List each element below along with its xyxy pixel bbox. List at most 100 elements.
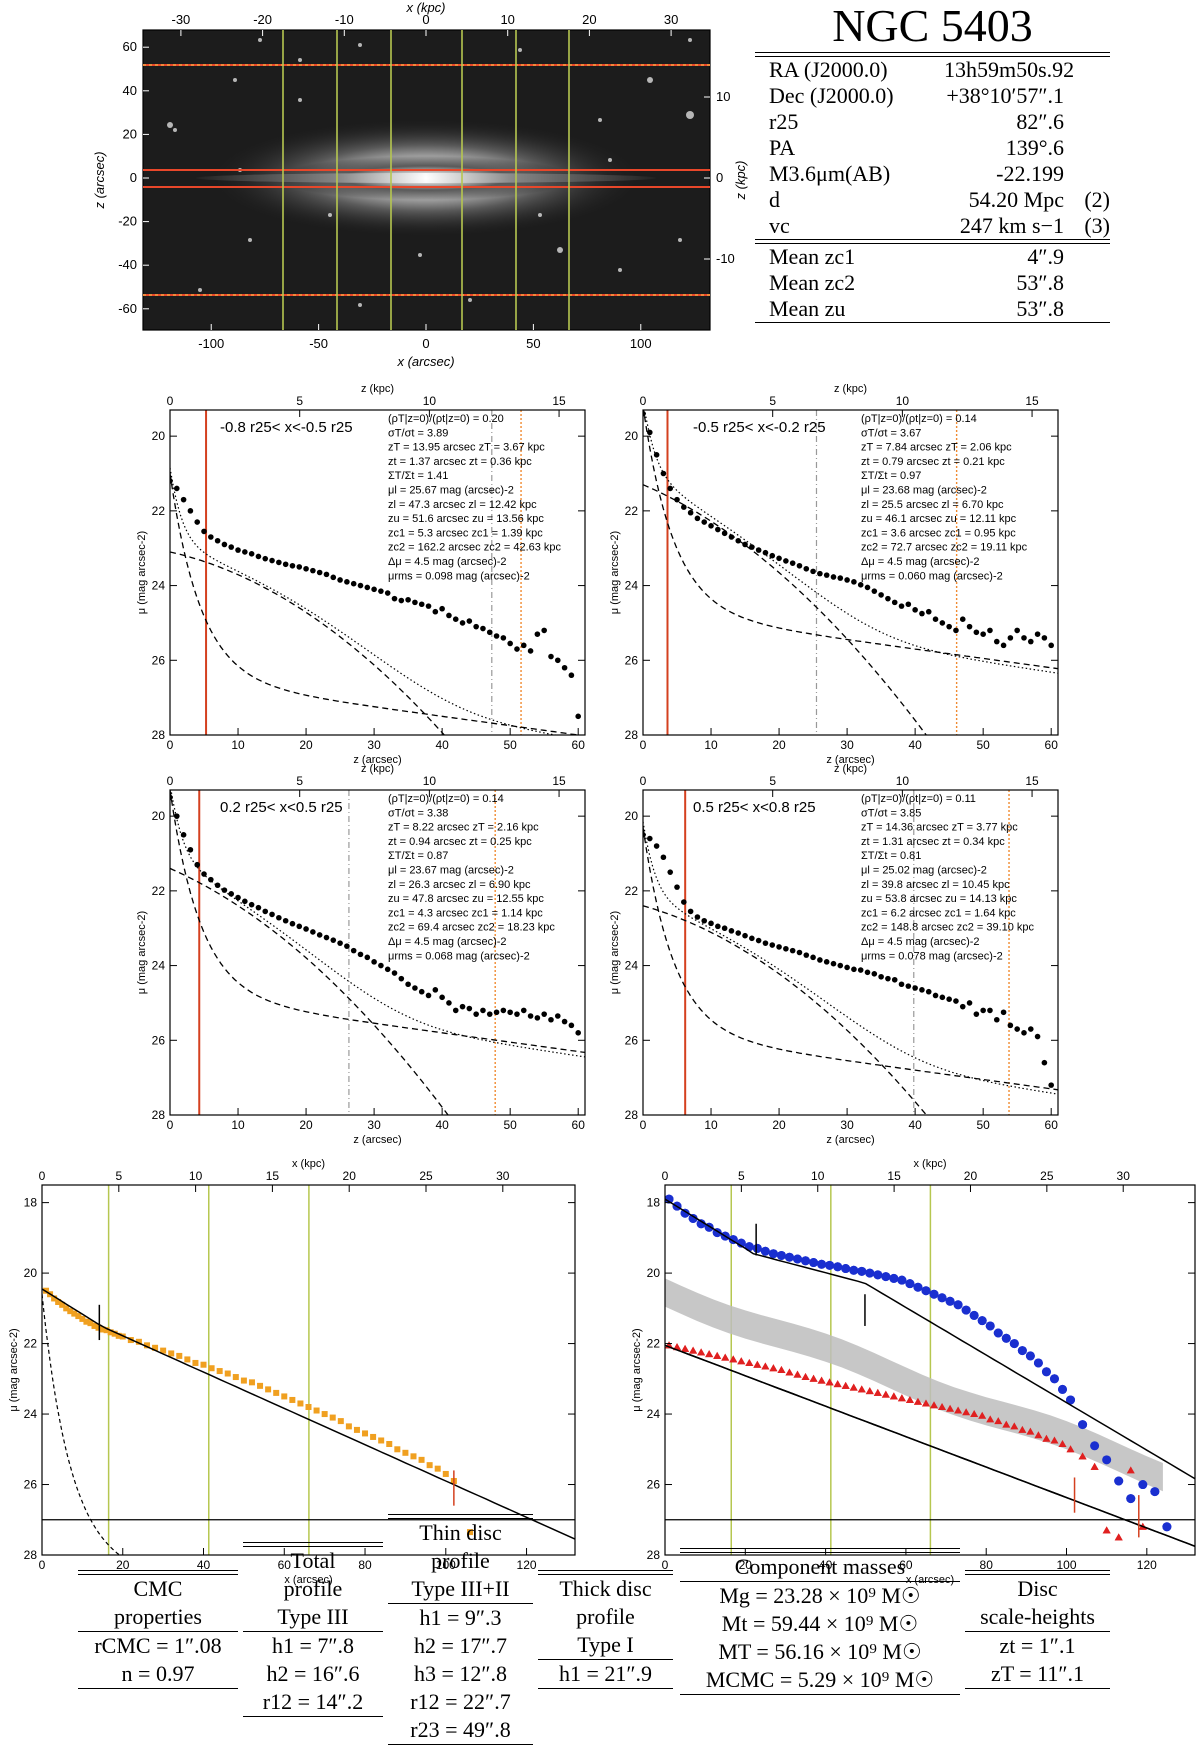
table-heading: Disc: [1017, 1576, 1058, 1601]
data-point: [214, 537, 221, 544]
y-axis-label: μ (mag arcsec-2): [609, 911, 621, 994]
data-point: [823, 572, 830, 578]
x-tick-label: 40: [908, 1118, 922, 1132]
table-cell: rCMC = 1″.08: [94, 1633, 222, 1658]
fit-statistic: zT = 13.95 arcsec zT = 3.67 kpc: [388, 442, 545, 454]
data-point: [281, 1393, 288, 1400]
data-point: [871, 970, 878, 977]
data-point: [1066, 1445, 1075, 1453]
data-point: [937, 1293, 947, 1303]
data-point: [844, 577, 850, 583]
data-point: [350, 580, 357, 587]
param-note: [1064, 57, 1110, 83]
data-point: [170, 478, 173, 484]
y-tick-label: 26: [24, 1478, 38, 1492]
table-total: Total profile Type III h1 = 7″.8 h2 = 16″.6 r…: [243, 1542, 383, 1717]
data-point: [554, 657, 561, 664]
data-point: [208, 1365, 215, 1372]
table-heading: profile: [576, 1604, 635, 1629]
data-point: [970, 1410, 979, 1418]
data-point: [1042, 1434, 1051, 1442]
data-point: [946, 996, 952, 1002]
data-point: [993, 1328, 1003, 1338]
data-point: [946, 623, 952, 630]
data-point: [282, 917, 289, 924]
x-tick-label: 0: [39, 1558, 46, 1572]
data-point: [837, 962, 844, 969]
x2-tick-label: -20: [253, 12, 272, 27]
thin-disc-model: [643, 410, 1058, 670]
param-key: vc: [769, 213, 790, 238]
table-rule: [388, 1514, 533, 1519]
x2-tick-label: 0: [640, 774, 647, 788]
data-point: [1114, 1533, 1123, 1541]
data-point: [480, 1007, 486, 1014]
data-point: [1041, 635, 1048, 641]
mean-row: Mean zc2 53″.8: [755, 270, 1110, 296]
y-tick-label: 22: [625, 504, 639, 518]
data-point: [857, 582, 864, 588]
x-tick-label: 20: [772, 738, 786, 752]
data-point: [932, 616, 939, 622]
data-point: [168, 1350, 175, 1357]
data-point: [742, 932, 748, 939]
fit-statistic: zt = 0.79 arcsec zt = 0.21 kpc: [861, 456, 1005, 468]
table-masses: Component masses Mg = 23.28 × 10⁹ M☉ Mt = …: [680, 1548, 960, 1695]
data-point: [905, 1279, 915, 1289]
data-point: [345, 1423, 352, 1430]
data-point: [310, 929, 316, 935]
data-point: [297, 1400, 304, 1407]
fit-statistic: Δμ = 4.5 mag (arcsec)-2: [388, 936, 507, 948]
data-point: [993, 1016, 1000, 1023]
star: [688, 38, 692, 42]
data-point: [561, 664, 568, 671]
data-point: [194, 861, 201, 868]
x2-tick-label: 15: [1025, 394, 1039, 408]
data-point: [674, 496, 680, 503]
data-point: [689, 1346, 698, 1354]
data-point: [681, 504, 687, 510]
data-point: [329, 1414, 336, 1421]
data-point: [364, 584, 371, 591]
data-point: [905, 983, 912, 989]
data-point: [432, 608, 439, 615]
data-point: [889, 1273, 899, 1283]
data-point: [91, 1322, 98, 1329]
data-point: [446, 612, 452, 619]
fit-statistic: ΣT/Σt = 0.87: [388, 850, 448, 862]
x-tick-label: 20: [772, 1118, 786, 1132]
fit-statistic: zl = 47.3 arcsec zl = 12.42 kpc: [388, 499, 537, 511]
total-model: [170, 467, 559, 735]
x2-tick-label: 10: [500, 12, 514, 27]
data-point: [208, 534, 214, 540]
x-axis-label: z (arcsec): [826, 754, 874, 766]
param-note: (3): [1084, 213, 1110, 238]
data-point: [568, 1022, 575, 1029]
star: [678, 238, 682, 242]
data-point: [885, 975, 891, 982]
fit-statistic: zc1 = 6.2 arcsec zc1 = 1.64 kpc: [861, 907, 1016, 919]
data-point: [898, 603, 905, 609]
data-point: [221, 887, 228, 893]
fit-statistic: zT = 8.22 arcsec zT = 2.16 kpc: [388, 822, 539, 834]
thick-disc-model: [170, 551, 446, 735]
x2-tick-label: 20: [582, 12, 596, 27]
data-point: [180, 496, 187, 503]
data-point: [224, 1370, 231, 1377]
data-point: [323, 571, 330, 578]
data-point: [1048, 642, 1054, 649]
data-point: [135, 1338, 142, 1345]
star: [167, 122, 173, 128]
table-heading: CMC: [133, 1576, 183, 1601]
x2-axis-label: z (kpc): [361, 763, 394, 775]
data-point: [83, 1318, 90, 1325]
data-point: [980, 631, 986, 637]
x2-tick-label: 0: [662, 1169, 669, 1183]
y-tick-label: 24: [152, 959, 166, 973]
data-point: [313, 1407, 320, 1414]
star: [298, 98, 302, 102]
fit-statistic: μl = 23.67 mag (arcsec)-2: [388, 865, 514, 877]
fit-statistic: zc1 = 5.3 arcsec zc1 = 1.39 kpc: [388, 527, 543, 539]
data-point: [810, 568, 816, 575]
data-point: [873, 1270, 883, 1280]
